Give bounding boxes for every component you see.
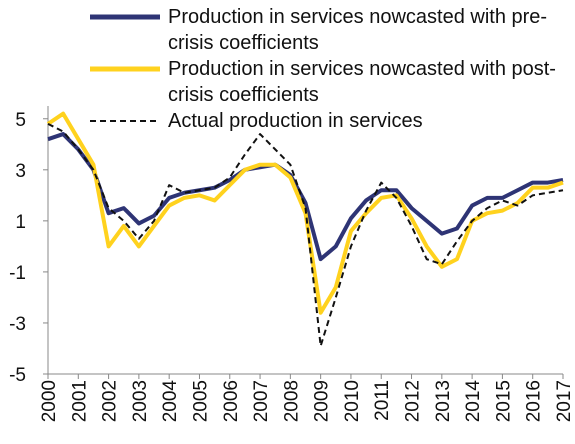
legend-label: Production in services nowcasted with pr… [168,6,548,54]
x-tick-label: 2015 [493,380,514,422]
series-line [47,132,564,262]
x-tick-label: 2012 [403,380,424,422]
x-tick-label: 2011 [372,380,393,421]
x-tick-label: 2004 [160,380,181,423]
y-tick-label: 3 [15,161,26,182]
x-tick-label: 2000 [39,380,60,422]
x-tick-label: 2009 [312,380,333,422]
y-tick-label: -5 [9,365,26,386]
x-tick-label: 2005 [190,380,211,422]
legend-label: Production in services nowcasted with po… [168,58,556,106]
x-tick-label: 2001 [69,380,90,422]
y-tick-label: 5 [15,110,26,131]
legend-swatch [90,14,160,20]
legend-label: Actual production in services [168,110,423,132]
y-tick-label: 1 [15,212,26,233]
legend: Production in services nowcasted with pr… [88,4,568,134]
x-tick-label: 2006 [221,380,242,422]
x-tick-label: 2008 [281,380,302,422]
x-tick-label: 2013 [433,380,454,422]
x-tick-label: 2017 [554,380,575,422]
x-tick-label: 2014 [463,380,484,423]
legend-swatch [90,66,160,72]
legend-entry: Production in services nowcasted with pr… [88,4,568,56]
y-tick-label: -1 [9,263,26,284]
legend-swatch [90,120,160,122]
x-tick-label: 2016 [524,380,545,422]
series-line [47,122,564,347]
x-tick-label: 2010 [342,380,363,422]
legend-entry: Actual production in services [88,108,568,134]
y-tick-label: -3 [9,314,26,335]
legend-entry: Production in services nowcasted with po… [88,56,568,108]
x-tick-label: 2002 [100,380,121,422]
x-tick-label: 2003 [130,380,151,422]
x-tick-label: 2007 [251,380,272,422]
